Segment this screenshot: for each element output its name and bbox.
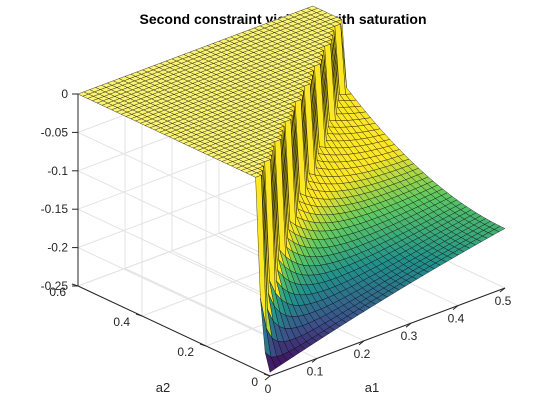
- y-tick-label: 0.6: [49, 285, 66, 299]
- y-tick-mark: [263, 373, 271, 377]
- x-tick-mark: [358, 340, 365, 346]
- axis-ticks: 0 0.1 0.2 0.3 0.4 0.5 0 0.2 0.4 0.6 0 -0.05 -0.1 -0.1…: [41, 87, 512, 396]
- y-tick-label: 0: [251, 375, 258, 389]
- y-tick-label: 0.2: [177, 345, 194, 359]
- y-axis-label: a2: [156, 380, 170, 395]
- surface-mesh: [77, 5, 506, 373]
- left-wall-grid-z: [77, 131, 271, 223]
- z-tick-label: -0.15: [41, 202, 69, 216]
- z-tick-label: 0: [61, 87, 68, 101]
- x-tick-mark: [311, 358, 318, 363]
- x-tick-label: 0.1: [307, 364, 324, 378]
- z-tick-label: -0.05: [41, 125, 69, 139]
- x-tick-mark: [499, 287, 506, 293]
- x-tick-label: 0.4: [448, 312, 465, 326]
- y-axis-line: [77, 285, 271, 377]
- left-wall-grid-z: [77, 208, 271, 300]
- x-axis-label: a1: [365, 380, 379, 395]
- left-wall-grid-z: [77, 170, 271, 262]
- z-tick-label: -0.2: [47, 241, 68, 255]
- z-tick-label: -0.25: [41, 279, 69, 293]
- surface-patch: [493, 226, 506, 232]
- x-tick-mark: [264, 375, 271, 381]
- x-tick-label: 0.5: [495, 294, 512, 308]
- y-tick-mark: [135, 313, 143, 317]
- x-axis-line: [269, 287, 506, 377]
- left-wall-grid-z: [77, 247, 271, 339]
- x-tick-mark: [405, 322, 412, 328]
- y-tick-label: 0.4: [113, 315, 130, 329]
- y-tick-mark: [199, 343, 207, 347]
- x-tick-mark: [452, 305, 459, 310]
- x-tick-label: 0: [265, 382, 272, 396]
- x-tick-label: 0.3: [401, 329, 418, 343]
- x-tick-label: 0.2: [354, 347, 371, 361]
- z-tick-label: -0.1: [47, 164, 68, 178]
